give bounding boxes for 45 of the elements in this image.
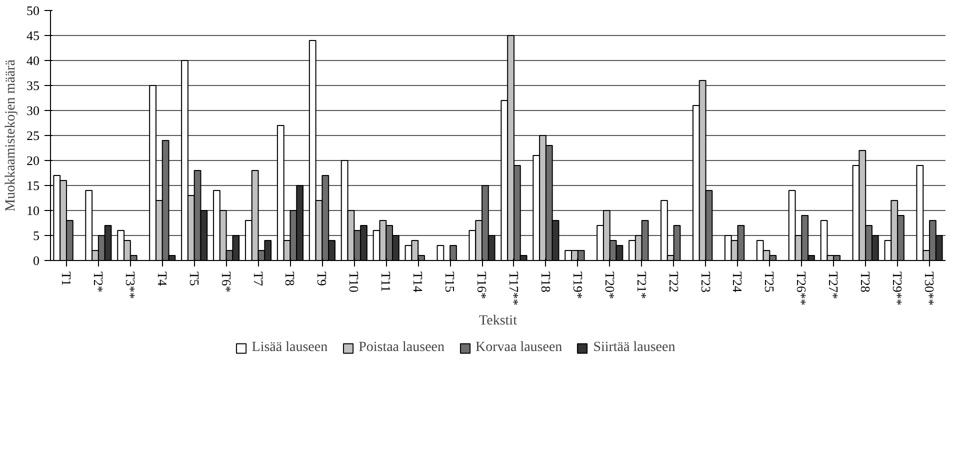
y-tick-label: 50	[26, 3, 40, 18]
y-tick-label: 25	[26, 128, 40, 143]
x-tick-label: T18	[538, 272, 554, 292]
x-tick-label: T24	[730, 272, 746, 293]
x-tick-label: T30**	[922, 272, 938, 306]
x-tick-label: T2*	[90, 272, 106, 292]
x-tick-label: T8	[282, 272, 298, 286]
y-tick-label: 5	[33, 228, 40, 243]
legend-label: Poistaa lauseen	[358, 340, 444, 356]
x-tick-label: T11	[378, 272, 394, 292]
legend-label: Siirtää lauseen	[593, 340, 676, 356]
x-tick-label: T4	[154, 272, 170, 286]
x-tick-label: T10	[346, 272, 362, 292]
y-tick-label: 30	[26, 103, 40, 118]
x-tick-label: T28	[858, 272, 874, 292]
x-tick-label: T17**	[506, 272, 522, 306]
x-tick-label: T29**	[890, 272, 906, 306]
x-tick-label: T19*	[570, 272, 586, 299]
y-tick-label: 20	[26, 153, 40, 168]
y-axis-title: Muokkaamistekojen määrä	[4, 58, 18, 212]
x-tick-label: T6*	[218, 272, 234, 292]
x-tick-label: T3**	[122, 272, 138, 299]
legend-label: Lisää lauseen	[252, 340, 328, 356]
x-tick-label: T21*	[634, 272, 650, 299]
x-tick-label: T7	[250, 272, 266, 286]
y-tick-label: 15	[26, 178, 40, 193]
x-tick-label: T22	[666, 272, 682, 292]
x-tick-label: T9	[314, 272, 330, 286]
legend-label: Korvaa lauseen	[476, 340, 562, 356]
x-tick-label: T16*	[474, 272, 490, 299]
x-tick-label: T27*	[826, 272, 842, 299]
y-tick-label: 35	[26, 78, 40, 93]
x-tick-label: T15	[442, 272, 458, 292]
y-tick-label: 10	[26, 203, 40, 218]
y-tick-label: 40	[26, 53, 40, 68]
y-tick-label: 0	[33, 253, 40, 268]
x-tick-label: T25	[762, 272, 778, 292]
x-tick-label: T14	[410, 272, 426, 293]
x-tick-label: T23	[698, 272, 714, 292]
x-axis-title: Tekstit	[479, 313, 518, 328]
x-tick-label: T20*	[602, 272, 618, 299]
x-tick-label: T26**	[794, 272, 810, 306]
y-tick-label: 45	[26, 28, 40, 43]
x-tick-label: T1	[58, 272, 74, 286]
x-tick-label: T5	[186, 272, 202, 286]
